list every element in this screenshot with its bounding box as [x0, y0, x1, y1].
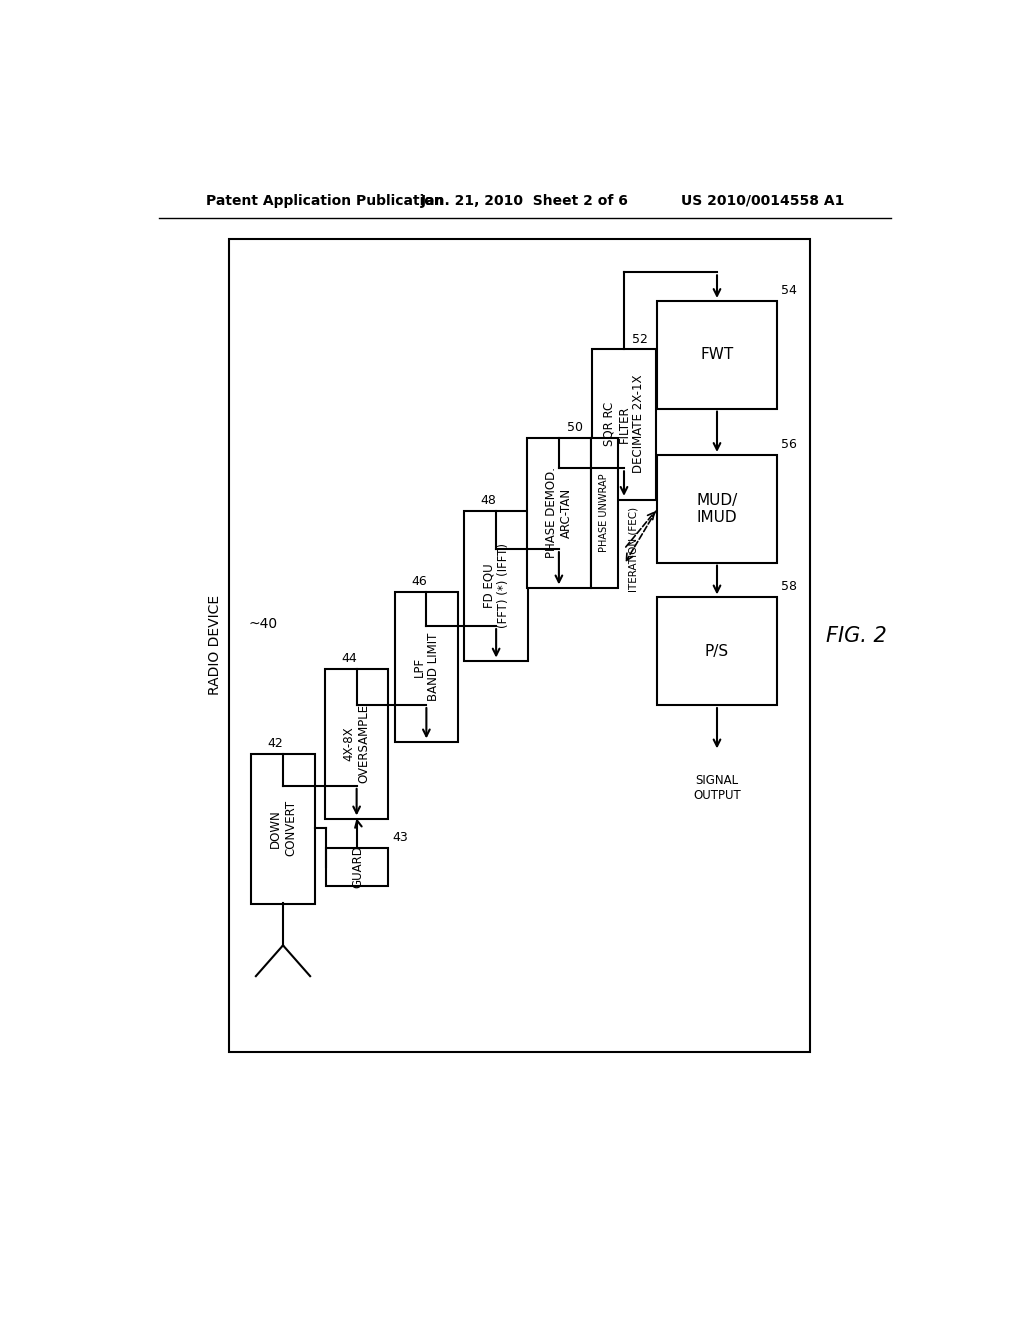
Bar: [325, 669, 388, 818]
Bar: [458, 432, 624, 667]
Text: MUD/
IMUD: MUD/ IMUD: [696, 492, 737, 525]
Text: ITERATION (FEC): ITERATION (FEC): [629, 507, 638, 591]
Text: PHASE UNWRAP: PHASE UNWRAP: [599, 474, 609, 552]
Bar: [527, 438, 591, 589]
Text: LPF
BAND LIMIT: LPF BAND LIMIT: [413, 632, 440, 701]
Text: 42: 42: [267, 737, 284, 750]
Text: FWT: FWT: [700, 347, 733, 362]
Text: 46: 46: [411, 576, 427, 589]
Bar: [251, 754, 314, 904]
Text: DOWN
CONVERT: DOWN CONVERT: [269, 800, 297, 857]
Text: SQR RC
FILTER
DECIMATE 2X-1X: SQR RC FILTER DECIMATE 2X-1X: [602, 375, 645, 474]
Bar: [657, 597, 777, 705]
Text: 54: 54: [780, 284, 797, 297]
Text: FIG. 2: FIG. 2: [826, 626, 887, 645]
Text: 50: 50: [566, 421, 583, 434]
Text: P/S: P/S: [705, 644, 729, 659]
Text: 52: 52: [632, 333, 647, 346]
Bar: [591, 438, 617, 589]
Text: GUARD: GUARD: [351, 845, 364, 888]
Bar: [657, 301, 777, 409]
Text: 43: 43: [392, 830, 408, 843]
Text: FD EQU
(FFT) (*) (IFFT): FD EQU (FFT) (*) (IFFT): [482, 544, 510, 628]
Bar: [657, 455, 777, 562]
Text: RADIO DEVICE: RADIO DEVICE: [208, 595, 222, 696]
Text: Patent Application Publication: Patent Application Publication: [206, 194, 443, 207]
Text: 48: 48: [480, 494, 497, 507]
Text: Jan. 21, 2010  Sheet 2 of 6: Jan. 21, 2010 Sheet 2 of 6: [421, 194, 629, 207]
Bar: [228, 239, 810, 1052]
Text: SIGNAL
OUTPUT: SIGNAL OUTPUT: [693, 775, 741, 803]
Text: 56: 56: [780, 438, 797, 451]
Bar: [592, 350, 655, 499]
Bar: [327, 847, 388, 886]
Bar: [464, 511, 528, 661]
Text: 44: 44: [341, 652, 357, 665]
Text: ~40: ~40: [248, 618, 278, 631]
Text: 4X-8X
OVERSAMPLE: 4X-8X OVERSAMPLE: [343, 704, 371, 783]
Bar: [394, 591, 458, 742]
Text: 58: 58: [780, 581, 797, 594]
Text: PHASE DEMOD.
ARC-TAN: PHASE DEMOD. ARC-TAN: [545, 467, 572, 558]
Text: US 2010/0014558 A1: US 2010/0014558 A1: [681, 194, 844, 207]
